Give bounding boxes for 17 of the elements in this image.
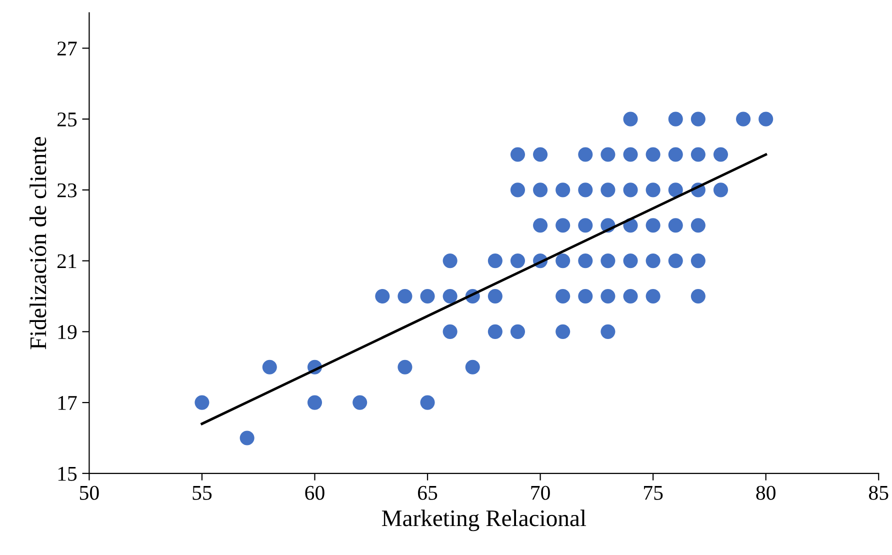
x-tick-label: 65 bbox=[418, 486, 438, 500]
y-tick-label: 27 bbox=[57, 42, 77, 56]
y-tick-label: 21 bbox=[57, 254, 76, 268]
y-tick-label: 15 bbox=[58, 466, 77, 481]
y-tick-label: 17 bbox=[58, 396, 77, 410]
y-tick-label: 19 bbox=[58, 325, 77, 340]
x-tick-label: 75 bbox=[644, 486, 663, 500]
y-tick-label: 23 bbox=[57, 183, 77, 198]
y-axis-title: Fidelización de cliente bbox=[30, 137, 46, 350]
y-tick-label: 25 bbox=[57, 112, 77, 126]
x-tick-label: 50 bbox=[80, 486, 99, 500]
x-tick-label: 85 bbox=[869, 486, 888, 500]
x-tick-label: 55 bbox=[192, 486, 212, 500]
x-tick-label: 70 bbox=[531, 486, 550, 500]
x-axis-title: Marketing Relacional bbox=[382, 510, 586, 532]
x-tick-label: 80 bbox=[756, 486, 776, 500]
x-tick-label: 60 bbox=[305, 486, 324, 500]
